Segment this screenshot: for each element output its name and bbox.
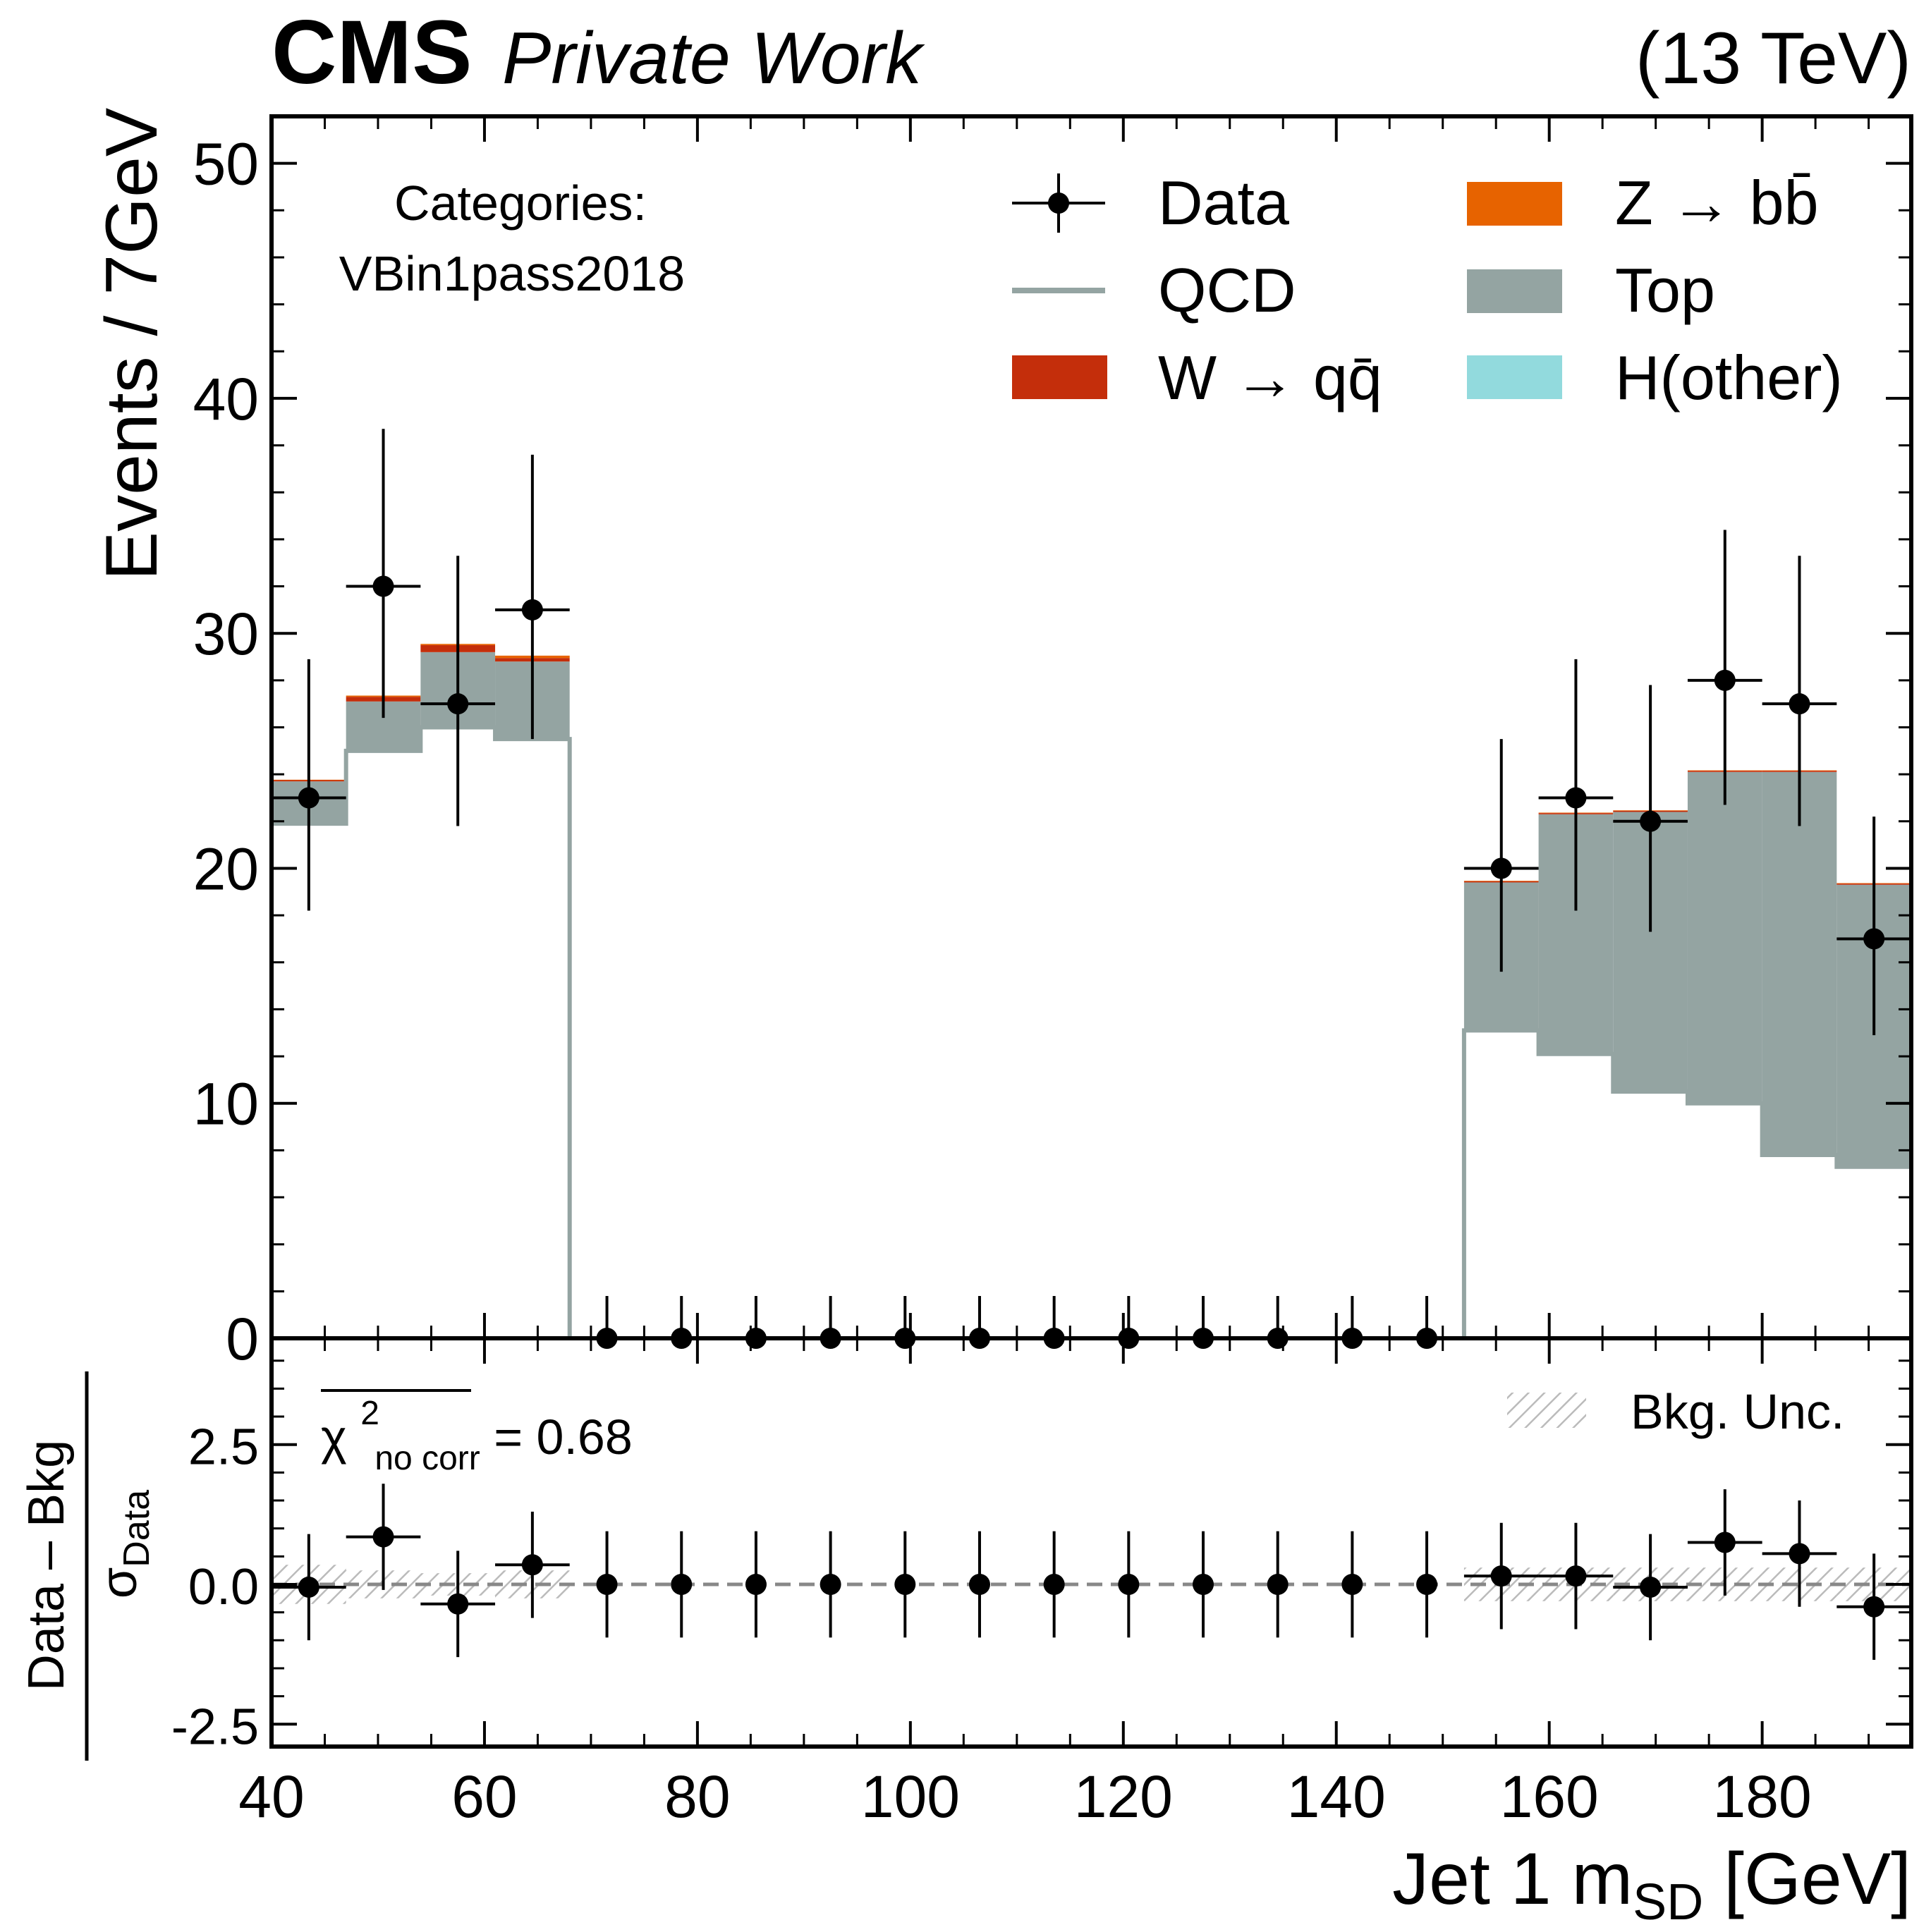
legend-label-zbb: Z → bb̄ — [1615, 168, 1819, 238]
ratio-point — [1640, 1576, 1662, 1598]
legend-entry-zbb: Z → bb̄ — [1467, 168, 1819, 238]
ratio-data-points — [272, 1484, 1911, 1661]
data-point — [1565, 787, 1587, 809]
data-point — [1863, 928, 1885, 950]
energy-label: (13 TeV) — [1635, 18, 1911, 99]
data-point — [447, 693, 469, 715]
x-axis-title: Jet 1 mSD [GeV] — [1392, 1838, 1911, 1931]
data-point — [298, 787, 319, 809]
chi2-subscript: no corr — [374, 1440, 480, 1477]
x-axis-title-unit: [GeV] — [1703, 1838, 1911, 1920]
y-tick-label: 50 — [193, 131, 259, 197]
chi2-superscript: 2 — [360, 1395, 379, 1432]
ratio-point — [447, 1593, 469, 1615]
y-axis-title-main: Events / 7GeV — [91, 108, 173, 581]
ratio-y-label-denominator: σData — [91, 1490, 157, 1598]
ratio-y-tick-label: 0.0 — [188, 1559, 259, 1615]
bkg-unc-legend-label: Bkg. Unc. — [1631, 1384, 1844, 1439]
chi2-value: = 0.68 — [494, 1410, 633, 1465]
main-data-points — [272, 429, 1911, 1349]
ratio-y-tick-label: -2.5 — [171, 1699, 259, 1755]
legend-entry-top: Top — [1467, 255, 1715, 325]
x-tick-label: 180 — [1713, 1763, 1812, 1830]
y-tick-label: 30 — [193, 601, 259, 667]
ratio-point — [521, 1554, 543, 1576]
legend-label-hother: H(other) — [1615, 343, 1843, 412]
ratio-y-sigma-sub: Data — [116, 1490, 157, 1567]
main-histogram — [272, 644, 1911, 1340]
legend-label-qcd: QCD — [1158, 255, 1296, 325]
ratio-point — [372, 1526, 394, 1548]
x-axis-title-main: Jet 1 m — [1392, 1838, 1633, 1920]
x-tick-label: 100 — [861, 1763, 960, 1830]
ratio-point — [596, 1573, 618, 1595]
x-axis-title-sub: SD — [1633, 1874, 1703, 1931]
legend-zbb-patch — [1467, 182, 1562, 226]
ratio-point — [1118, 1573, 1140, 1595]
bkg-unc-legend-patch — [1507, 1393, 1586, 1428]
legend-label-top: Top — [1615, 255, 1715, 325]
legend-entry-wqq: W → qq̄ — [1012, 343, 1382, 412]
legend-wqq-patch — [1012, 355, 1107, 399]
ratio-uncertainty-band — [272, 1565, 1911, 1604]
ratio-point — [1341, 1573, 1363, 1595]
chi2-symbol: χ — [321, 1410, 347, 1465]
x-tick-label: 40 — [238, 1763, 304, 1830]
ratio-point — [1193, 1573, 1214, 1595]
x-tick-label: 120 — [1074, 1763, 1173, 1830]
data-point — [1789, 693, 1810, 715]
chi2-annotation: χ 2 no corr = 0.68 — [321, 1380, 633, 1480]
ratio-point — [968, 1573, 990, 1595]
x-tick-label: 60 — [451, 1763, 517, 1830]
data-point — [1640, 810, 1662, 832]
y-tick-label: 0 — [226, 1306, 259, 1372]
legend-top-patch — [1467, 269, 1562, 313]
category-title: Categories: — [394, 176, 647, 231]
ratio-point — [1863, 1596, 1885, 1618]
x-tick-label: 160 — [1500, 1763, 1599, 1830]
ratio-point — [1490, 1565, 1512, 1587]
ratio-point — [298, 1576, 319, 1598]
data-point — [1714, 669, 1736, 691]
ratio-point — [1043, 1573, 1065, 1595]
y-tick-label: 40 — [193, 366, 259, 432]
experiment-label: CMS — [272, 2, 472, 103]
ratio-y-tick-label: 2.5 — [188, 1419, 259, 1476]
ratio-y-label-numerator: Data – Bkg — [18, 1440, 75, 1691]
y-tick-label: 20 — [193, 836, 259, 902]
legend-label-wqq: W → qq̄ — [1158, 343, 1382, 412]
top-band-bin — [1762, 771, 1837, 1156]
legend: Data QCD W → qq̄ Z → bb̄ Top H(other) — [1012, 168, 1843, 412]
data-point — [372, 575, 394, 597]
legend-entry-hother: H(other) — [1467, 343, 1843, 412]
ratio-frame — [269, 1336, 1913, 1749]
work-label: Private Work — [502, 18, 925, 99]
legend-data-marker — [1048, 192, 1069, 214]
ratio-point — [1565, 1565, 1587, 1587]
data-point — [1490, 857, 1512, 879]
ratio-axes: -2.5 0.0 2.5 40 60 80 100 120 140 160 180 — [171, 1336, 1913, 1830]
x-tick-label: 80 — [664, 1763, 730, 1830]
category-name: VBin1pass2018 — [339, 246, 685, 301]
top-band-bin — [1687, 771, 1762, 1103]
ratio-y-sigma: σ — [91, 1567, 147, 1598]
ratio-point — [1789, 1543, 1810, 1565]
legend-entry-qcd: QCD — [1012, 255, 1296, 325]
ratio-point — [1714, 1531, 1736, 1553]
ratio-point — [1267, 1573, 1289, 1595]
y-tick-label: 10 — [193, 1071, 259, 1137]
ratio-point — [745, 1573, 767, 1595]
ratio-point — [820, 1573, 841, 1595]
data-point — [521, 599, 543, 620]
legend-label-data: Data — [1158, 168, 1289, 238]
ratio-point — [894, 1573, 916, 1595]
x-tick-label: 140 — [1287, 1763, 1386, 1830]
ratio-point — [671, 1573, 693, 1595]
legend-hother-patch — [1467, 355, 1562, 399]
legend-entry-data: Data — [1012, 168, 1289, 238]
ratio-point — [1416, 1573, 1438, 1595]
